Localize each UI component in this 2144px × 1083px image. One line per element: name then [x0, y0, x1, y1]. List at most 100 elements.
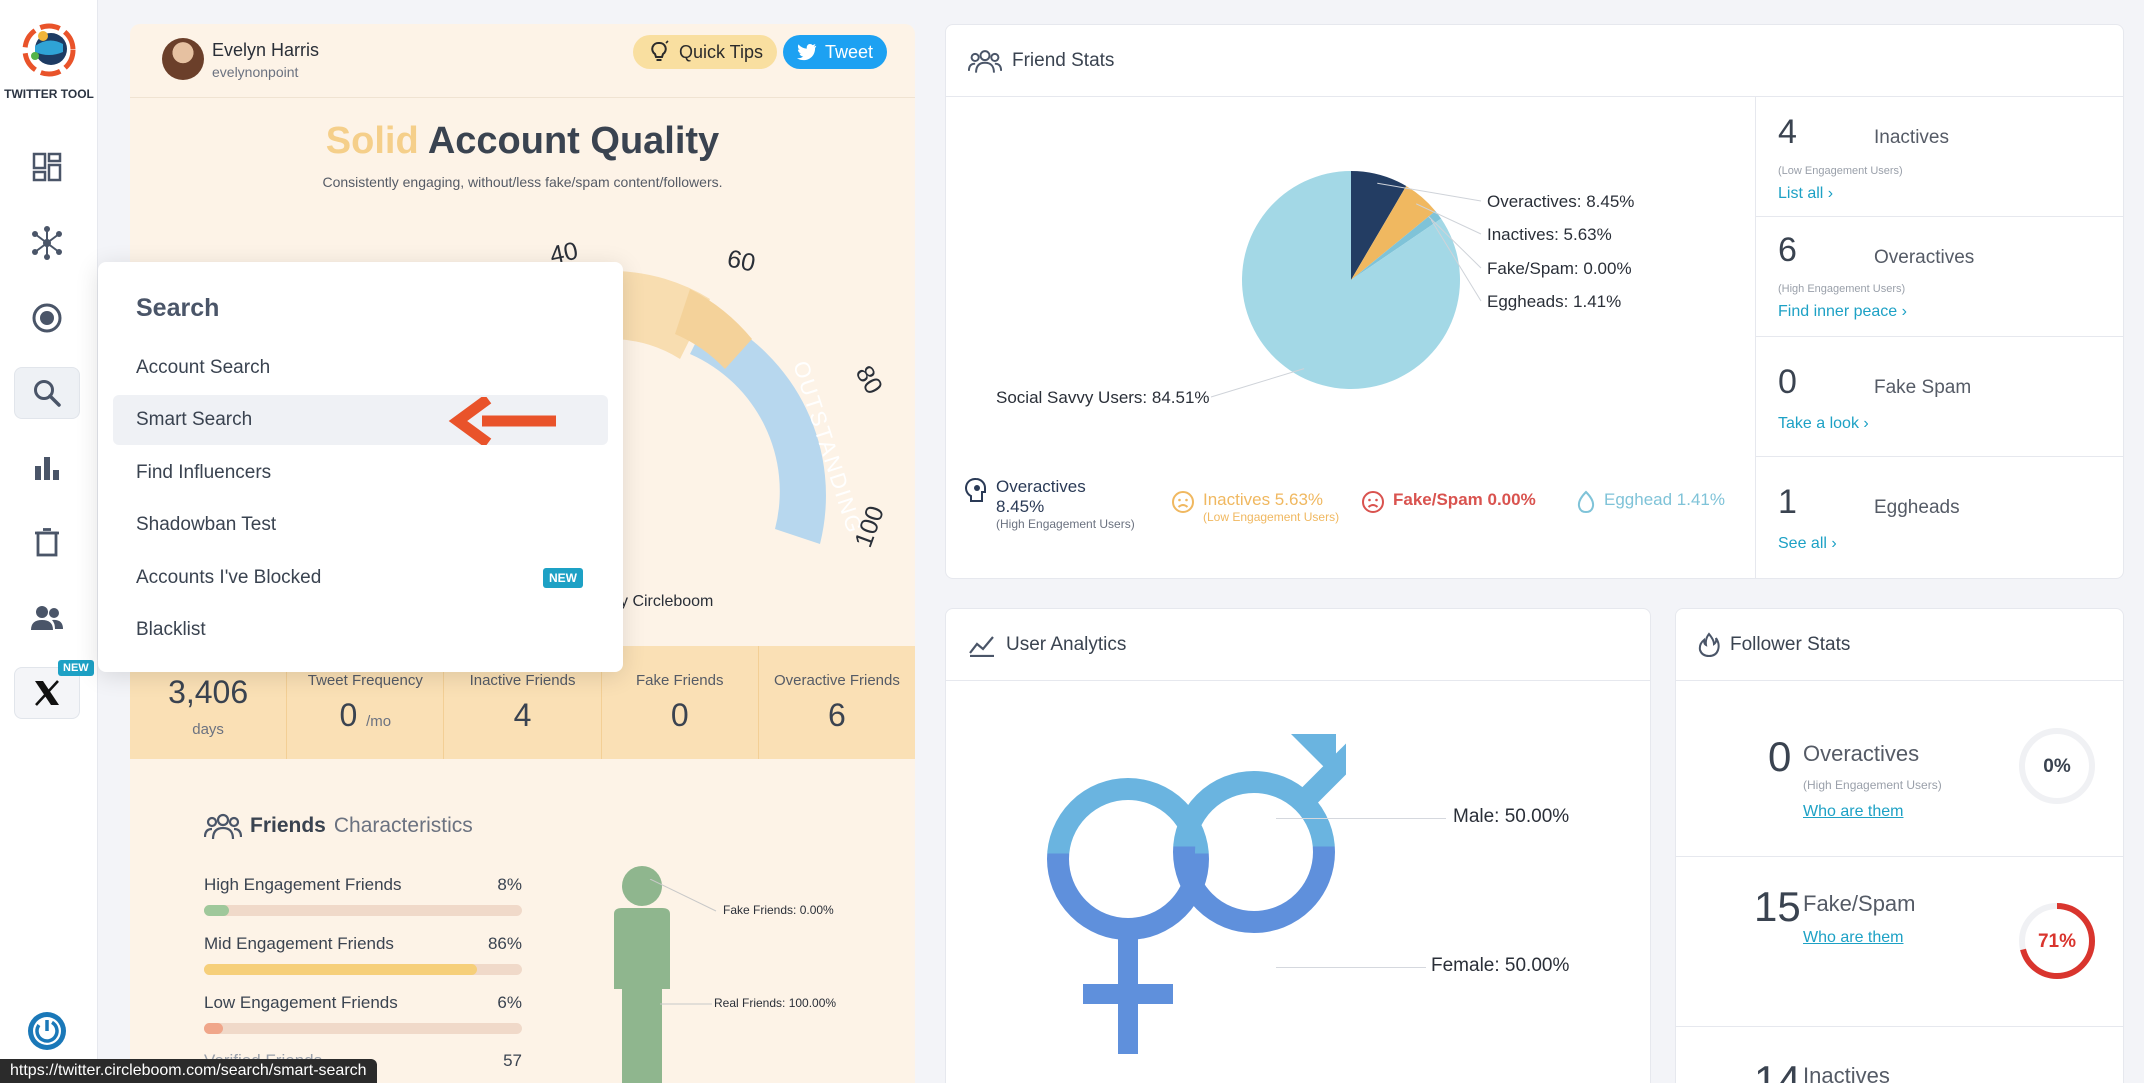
- flw-overactives: 0 Overactives (High Engagement Users) Wh…: [1676, 681, 2123, 857]
- fs-link-find-inner-peace[interactable]: Find inner peace ›: [1778, 303, 1907, 320]
- nav-network[interactable]: [14, 217, 80, 269]
- stat-age: 3,406 days: [130, 646, 288, 759]
- quick-tips-button[interactable]: Quick Tips: [633, 35, 778, 69]
- bar-low-engagement: Low Engagement Friends 6%: [204, 993, 522, 1034]
- pie-slice-overactives: [1351, 171, 1407, 280]
- user-analytics-card: User Analytics Male: 50.00% Female: 50.0…: [945, 608, 1651, 1083]
- target-icon: [32, 303, 62, 333]
- group-icon: [968, 49, 1002, 73]
- fs-name: Inactives: [1874, 127, 1949, 148]
- male-symbol: [1173, 771, 1335, 933]
- bar-pct: 57: [503, 1051, 522, 1070]
- egg-icon: [1577, 490, 1595, 514]
- fs-name: Eggheads: [1874, 497, 1960, 518]
- pie-leader-line: [1210, 368, 1305, 398]
- nav-dashboard[interactable]: [14, 141, 80, 193]
- network-icon: [32, 226, 62, 260]
- flw-num: 15: [1754, 883, 1801, 930]
- friend-stats-title: Friend Stats: [1012, 49, 1115, 71]
- bar-chart-icon: [35, 457, 59, 480]
- follower-stats-header: Follower Stats: [1676, 609, 2123, 681]
- fs-sub: (High Engagement Users): [1778, 283, 1906, 295]
- flw-ring-fake-spam: [2019, 903, 2095, 979]
- lightbulb-icon: [651, 40, 669, 61]
- pie-label-eggheads: Eggheads: 1.41%: [1487, 292, 1621, 311]
- fake-friends-label: Fake Friends: 0.00%: [723, 903, 834, 917]
- arrow-left-icon: [448, 397, 556, 445]
- tweet-button[interactable]: Tweet: [783, 35, 888, 69]
- fs-num: 4: [1778, 113, 1797, 151]
- legend-overactives: Overactives 8.45% (High Engagement Users…: [964, 477, 1135, 531]
- legend-inactives-label: Inactives 5.63%: [1203, 490, 1324, 509]
- legend-fake-label: Fake/Spam 0.00%: [1393, 490, 1536, 509]
- male-leader-line: [1276, 818, 1446, 819]
- fs-link-take-a-look[interactable]: Take a look ›: [1778, 415, 1869, 432]
- power-button[interactable]: [27, 1011, 67, 1056]
- stat-label: Tweet Frequency: [307, 672, 423, 689]
- stat-inactive-friends: Inactive Friends 4: [444, 646, 602, 759]
- legend-inactives-sub: (Low Engagement Users): [1203, 510, 1340, 524]
- pie-label-fake: Fake/Spam: 0.00%: [1487, 259, 1632, 278]
- user-handle: evelynonpoint: [212, 64, 299, 80]
- flw-ring-overactives: [2019, 728, 2095, 804]
- nav-analytics[interactable]: [14, 442, 80, 494]
- bar-pct: 86%: [487, 934, 522, 953]
- stat-age-value: 3,406: [168, 674, 249, 710]
- fs-link-list-all[interactable]: List all ›: [1778, 185, 1834, 202]
- nav-delete[interactable]: [14, 517, 80, 569]
- fs-num: 6: [1778, 231, 1797, 269]
- menu-item-blacklist[interactable]: Blacklist: [136, 619, 206, 640]
- flw-link-who-are-them[interactable]: Who are them: [1803, 803, 1904, 820]
- status-url: https://twitter.circleboom.com/search/sm…: [0, 1059, 377, 1083]
- legend-fake-spam: Fake/Spam 0.00%: [1361, 490, 1536, 514]
- nav-search[interactable]: [14, 367, 80, 419]
- users-icon: [31, 606, 63, 630]
- quick-tips-label: Quick Tips: [679, 41, 764, 62]
- friend-stats-divider: [1755, 97, 1756, 578]
- friend-stats-pie-chart: Social Savvy Users: 84.51% Overactives: 8…: [996, 171, 1634, 407]
- menu-item-shadowban-test[interactable]: Shadowban Test: [136, 514, 277, 535]
- flw-name: Overactives: [1803, 741, 1920, 766]
- legend-overactives-value: 8.45%: [996, 497, 1045, 516]
- stat-label: Inactive Friends: [469, 672, 576, 689]
- menu-item-account-search[interactable]: Account Search: [136, 357, 271, 378]
- power-icon: [28, 1012, 66, 1050]
- menu-item-find-influencers[interactable]: Find Influencers: [136, 462, 272, 483]
- flw-pct: 71%: [2037, 931, 2077, 952]
- gauge-band-outstanding: [690, 314, 826, 544]
- x-new-badge: NEW: [58, 660, 94, 676]
- pie-label-inactives: Inactives: 5.63%: [1487, 225, 1612, 244]
- bar-pct: 8%: [497, 875, 522, 894]
- brand[interactable]: TWITTER TOOL: [0, 22, 98, 101]
- fs-link-see-all[interactable]: See all ›: [1778, 535, 1837, 552]
- bar-fill: [204, 964, 478, 975]
- bar-fill: [204, 1023, 224, 1034]
- pie-leader-line: [1430, 219, 1482, 302]
- nav-target[interactable]: [14, 292, 80, 344]
- frown-face-icon: [1362, 491, 1384, 513]
- nav-users[interactable]: [14, 592, 80, 644]
- flw-fake-spam: 15 Fake/Spam Who are them 71%: [1676, 857, 2123, 1027]
- fc-title-light: Characteristics: [333, 814, 473, 837]
- pie-leader-line: [1428, 216, 1482, 269]
- bar-track: [204, 964, 522, 975]
- gauge-tick-60: 60: [725, 244, 758, 277]
- person-figure: [614, 866, 670, 1083]
- menu-item-accounts-blocked[interactable]: Accounts I've Blocked NEW: [113, 553, 608, 603]
- flw-pct: 0%: [2043, 756, 2071, 777]
- bar-label: Low Engagement Friends: [204, 993, 398, 1012]
- flw-num: 14: [1754, 1057, 1801, 1083]
- figure-leader-lines: [649, 879, 717, 1005]
- dashboard-icon: [32, 152, 62, 182]
- flw-link-who-are-them[interactable]: Who are them: [1803, 929, 1904, 946]
- fs-sub: (Low Engagement Users): [1778, 165, 1903, 177]
- line-chart-icon: [969, 635, 994, 657]
- gauge-tick-80: 80: [850, 361, 888, 399]
- group-icon: [204, 813, 242, 840]
- pie-label-social: Social Savvy Users: 84.51%: [996, 388, 1210, 407]
- legend-egghead: Egghead 1.41%: [1576, 490, 1725, 514]
- menu-item-smart-search[interactable]: Smart Search: [113, 395, 608, 445]
- brain-icon: [965, 477, 986, 502]
- bar-track: [204, 1023, 522, 1034]
- avatar[interactable]: [162, 38, 204, 80]
